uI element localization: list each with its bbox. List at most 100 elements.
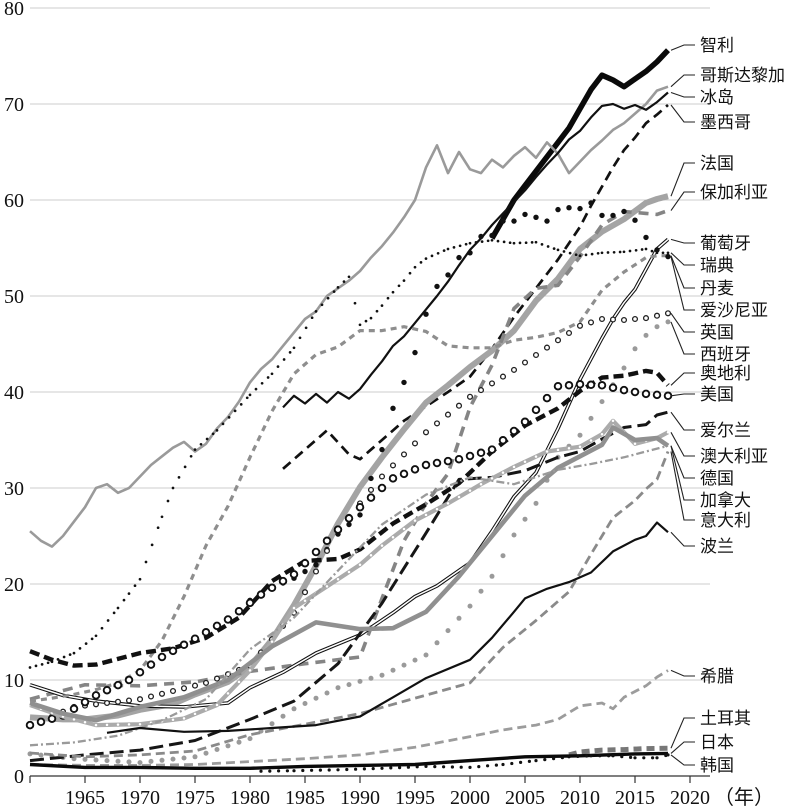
series-marker-australia [435, 507, 439, 511]
series-marker-usa [652, 390, 662, 400]
series-marker-sweden [282, 358, 286, 361]
series-marker-usa [91, 691, 101, 700]
series-marker-uk [565, 329, 573, 337]
series-line-ireland [29, 410, 669, 763]
series-marker-sweden [288, 351, 292, 354]
series-marker-australia [457, 495, 461, 499]
x-tick-label-1995: 1995 [395, 787, 435, 808]
series-marker-sweden [386, 296, 390, 300]
y-tick-label-10: 10 [4, 670, 24, 692]
series-marker-sweden [100, 626, 104, 630]
series-marker-usa [575, 380, 585, 389]
leader-greece [670, 669, 695, 677]
series-marker-estonia [467, 250, 473, 256]
series-marker-uk [92, 701, 100, 708]
series-marker-spain [302, 701, 308, 706]
series-marker-spain [269, 721, 275, 727]
series-marker-usa [586, 380, 596, 390]
series-marker-spain [445, 628, 451, 634]
series-marker-spain [577, 432, 583, 438]
series-marker-australia [193, 712, 197, 716]
series-marker-estonia [368, 475, 374, 482]
series-label-uk: 英国 [700, 323, 734, 342]
series-marker-spain [522, 516, 528, 522]
series-marker-uk [521, 359, 529, 366]
series-marker-spain [93, 757, 99, 763]
series-marker-usa [564, 381, 574, 390]
series-marker-usa [498, 436, 508, 445]
series-marker-sweden [464, 242, 468, 246]
leader-costa-rica [670, 74, 695, 88]
series-marker-uk [598, 315, 606, 323]
series-marker-sweden [618, 250, 622, 254]
series-label-denmark: 丹麦 [700, 279, 734, 298]
series-marker-uk [499, 373, 507, 380]
series-marker-australia [182, 717, 186, 720]
series-marker-uk [631, 315, 639, 323]
series-label-canada: 加拿大 [700, 490, 751, 510]
series-marker-usa [366, 493, 376, 502]
series-marker-spain [170, 756, 176, 762]
series-marker-uk [576, 322, 584, 329]
series-marker-spain [203, 750, 209, 756]
series-label-japan: 日本 [700, 733, 734, 752]
series-marker-estonia [643, 234, 649, 241]
leader-uk [670, 312, 695, 333]
series-marker-sweden [590, 252, 594, 256]
series-marker-korea [651, 756, 655, 760]
series-marker-sweden [452, 246, 456, 249]
series-marker-uk [488, 380, 496, 387]
leader-austria [670, 372, 695, 386]
series-marker-australia [116, 723, 120, 726]
series-label-greece: 希腊 [700, 667, 734, 686]
leader-poland [670, 531, 695, 547]
series-marker-sweden [353, 301, 357, 305]
series-marker-sweden [28, 666, 32, 669]
series-marker-usa [399, 469, 409, 479]
series-marker-usa [69, 704, 79, 714]
x-tick-label-1965: 1965 [65, 787, 105, 808]
series-marker-estonia [665, 253, 671, 260]
series-marker-usa [234, 606, 244, 616]
series-marker-australia [292, 606, 296, 610]
series-label-bulgaria: 保加利亚 [700, 183, 768, 202]
series-marker-sweden [552, 247, 556, 250]
series-marker-sweden [156, 526, 160, 530]
series-marker-korea [318, 768, 322, 772]
series-marker-sweden [205, 437, 209, 441]
series-marker-korea [655, 756, 659, 760]
series-label-usa: 美国 [700, 385, 734, 404]
series-marker-korea [354, 767, 358, 771]
series-marker-usa [256, 590, 266, 599]
series-line-turkey [568, 745, 669, 758]
series-label-poland: 波兰 [700, 537, 734, 556]
series-line-denmark [29, 254, 668, 703]
series-label-ireland: 爱尔兰 [700, 421, 751, 440]
series-marker-usa [443, 456, 453, 466]
series-marker-spain [632, 346, 638, 352]
series-marker-sweden [458, 244, 462, 248]
series-marker-australia [479, 482, 483, 486]
series-marker-spain [599, 399, 605, 405]
series-line-canada [29, 444, 669, 747]
leader-ireland [670, 411, 695, 431]
series-marker-estonia [533, 214, 539, 220]
series-marker-korea [301, 768, 305, 773]
series-marker-uk [103, 699, 111, 707]
series-marker-usa [300, 558, 310, 568]
leader-sweden [670, 252, 695, 266]
series-marker-sweden [144, 560, 148, 564]
series-marker-spain [104, 758, 110, 764]
series-marker-usa [344, 514, 354, 523]
series-marker-uk [191, 682, 199, 689]
series-marker-sweden [578, 254, 582, 258]
series-marker-uk [114, 698, 122, 705]
series-marker-australia [138, 722, 142, 726]
leader-spain [670, 321, 695, 355]
series-marker-spain [467, 603, 473, 609]
series-marker-australia [633, 442, 637, 446]
series-marker-spain [423, 652, 429, 658]
series-marker-uk [653, 312, 661, 319]
series-marker-spain [291, 706, 297, 712]
